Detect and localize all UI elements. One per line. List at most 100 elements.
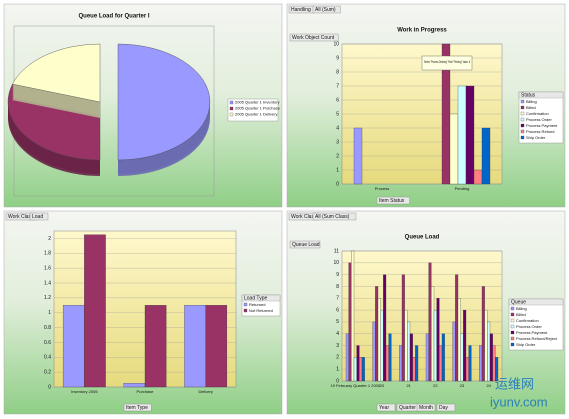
pivot-button-label[interactable]: Item Type <box>126 405 148 411</box>
tooltip <box>421 55 473 71</box>
bar <box>481 286 485 382</box>
legend-title[interactable]: Load Type <box>244 296 267 302</box>
legend-header[interactable] <box>508 298 564 306</box>
legend-label: Ship Order <box>526 135 546 140</box>
bar <box>457 85 467 185</box>
bar <box>84 234 106 388</box>
pivot-button-label[interactable]: Work Object Count <box>292 35 335 41</box>
bar <box>144 305 167 388</box>
legend-swatch <box>520 123 525 128</box>
pivot-button[interactable] <box>289 33 339 42</box>
legend-label: 2005 Quarter 1 Inventory <box>235 100 279 105</box>
legend-swatch <box>510 336 515 341</box>
bar <box>375 286 379 382</box>
pivot-button-label[interactable]: Handling <box>291 7 311 13</box>
y-tick-label: 6 <box>336 307 339 313</box>
bar <box>353 127 363 185</box>
x-tick-label: 23 <box>460 383 465 388</box>
legend-title[interactable]: Queue <box>511 300 526 306</box>
y-tick-label: 4 <box>336 331 339 337</box>
legend-label: 2005 Quarter 1 Delivery <box>235 112 277 117</box>
y-tick-label: 1.6 <box>44 265 51 271</box>
chart-title: Queue Load <box>405 235 440 241</box>
pivot-button-label[interactable]: Load <box>32 214 43 220</box>
chart-panel: 0 0.2 0.4 0.6 0.8 1 1.2 1.4 1.6 1.8 2 Inventory 200… <box>3 210 283 415</box>
chart-panel: 0 1 2 3 4 5 6 7 8 9 10 Process Pending Work in Progre… <box>286 3 566 208</box>
legend-label: Process Refund/Reject <box>516 336 558 341</box>
legend-header[interactable] <box>241 294 281 302</box>
y-tick-label: 9 <box>336 55 339 61</box>
legend <box>227 98 279 122</box>
pivot-button[interactable] <box>376 403 396 412</box>
bar <box>431 286 435 382</box>
bar <box>425 333 429 382</box>
legend-label: Process Refund <box>526 129 554 134</box>
y-tick-label: 0.6 <box>44 340 51 346</box>
pivot-button[interactable] <box>123 403 152 412</box>
bar <box>404 309 408 382</box>
pivot-button-label[interactable]: Item Status <box>379 198 405 204</box>
legend-swatch <box>520 111 525 116</box>
chart-title: Queue Load for Quarter I <box>78 14 149 20</box>
y-tick-label: 7 <box>336 296 339 302</box>
bar <box>460 333 464 382</box>
legend-title[interactable]: Status <box>521 93 536 99</box>
pivot-button-label[interactable]: Queue Load <box>292 242 320 248</box>
x-tick-label: 21 <box>406 383 411 388</box>
bar <box>439 345 443 382</box>
bar <box>463 309 467 382</box>
pie-slice <box>117 43 211 161</box>
bar <box>383 274 387 382</box>
pivot-button-label[interactable]: All (Sum) <box>315 7 336 13</box>
pivot-button-label[interactable]: Day <box>439 405 448 411</box>
y-tick-label: 1.2 <box>44 295 51 301</box>
bar <box>351 250 355 382</box>
bar <box>449 113 459 185</box>
bar <box>452 321 456 382</box>
y-tick-label: 2 <box>48 236 51 242</box>
y-tick-label: 1.8 <box>44 251 51 257</box>
pivot-button[interactable] <box>436 403 456 412</box>
legend-header[interactable] <box>518 91 564 99</box>
pivot-button[interactable] <box>312 5 341 14</box>
bar <box>62 305 85 388</box>
pivot-button-label[interactable]: All (Sum Class) <box>315 214 350 220</box>
x-tick-label: 20 <box>380 383 385 388</box>
bar <box>428 262 432 382</box>
legend-label: Process Payment <box>516 330 548 335</box>
pivot-button-label[interactable]: Quarter <box>399 405 416 411</box>
bar <box>401 274 405 382</box>
pivot-button[interactable] <box>29 212 49 221</box>
bar <box>377 298 381 382</box>
legend-label: Process Order <box>516 324 542 329</box>
tooltip-text: Series "Process Ordering" Point "Pending… <box>424 60 470 64</box>
x-tick-label: Inventory 2005 <box>71 389 98 394</box>
legend-swatch <box>229 112 234 117</box>
legend-swatch <box>510 312 515 317</box>
bar <box>465 357 469 382</box>
pivot-button[interactable] <box>289 240 321 249</box>
legend-label: Billed <box>526 105 536 110</box>
x-tick-label: 19 February Quarter 1 2005 <box>331 383 381 388</box>
watermark-title: 运维网 <box>495 376 534 391</box>
y-tick-label: 3 <box>336 343 339 349</box>
bar <box>436 298 440 382</box>
legend-swatch <box>510 318 515 323</box>
bar <box>345 333 349 382</box>
y-tick-label: 5 <box>336 319 339 325</box>
x-tick-label: Delivery <box>198 389 212 394</box>
legend-swatch <box>520 99 525 104</box>
pivot-button-label[interactable]: Work Class <box>291 214 317 220</box>
legend-label: 2005 Quarter 1 Purchase <box>235 106 281 111</box>
pivot-button-label[interactable]: Year <box>379 405 389 411</box>
pivot-button-label[interactable]: Work Class <box>8 214 34 220</box>
bar <box>407 321 411 382</box>
bar <box>489 333 493 382</box>
pivot-button-label[interactable]: Month <box>419 405 433 411</box>
chart-panel: Queue Load for Quarter I 2005 Quarter 1 I… <box>3 3 283 208</box>
legend-label: Not Returned <box>249 308 273 313</box>
pivot-button[interactable] <box>312 212 357 221</box>
pivot-button[interactable] <box>416 403 436 412</box>
y-tick-label: 9 <box>336 272 339 278</box>
pivot-button[interactable] <box>376 196 410 205</box>
